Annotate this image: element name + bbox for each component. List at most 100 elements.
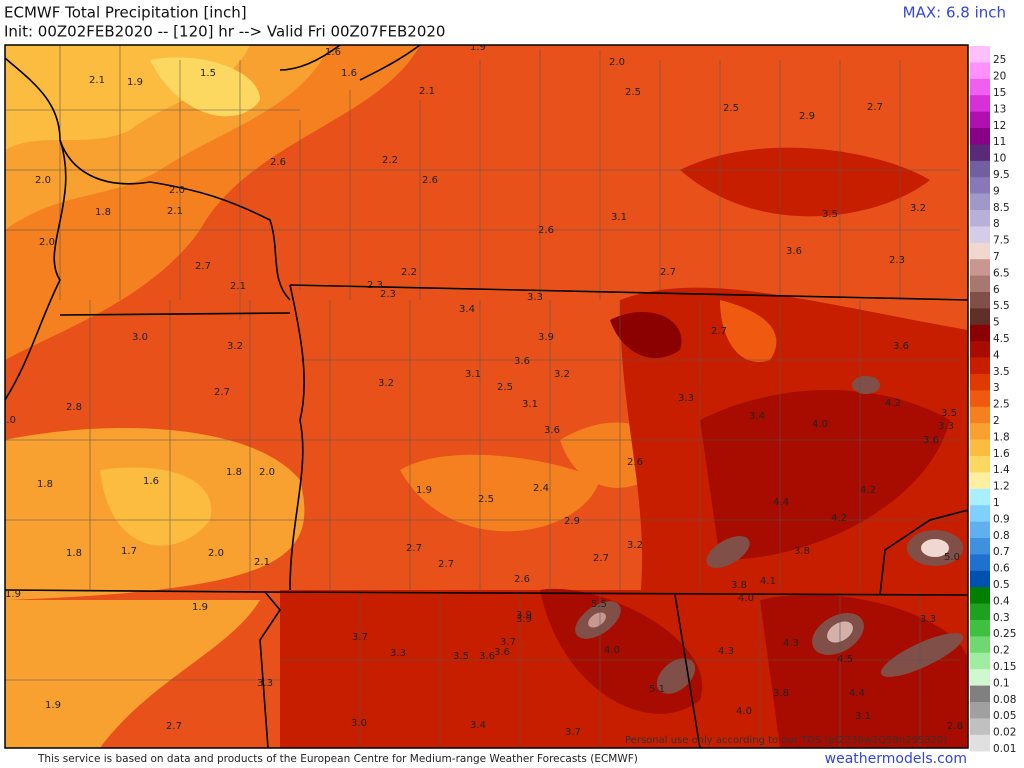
precip-label: 1.8 bbox=[37, 479, 53, 490]
precip-label: 2.2 bbox=[401, 267, 417, 278]
precip-label: 2.0 bbox=[35, 175, 51, 186]
precip-label: 1.6 bbox=[143, 476, 159, 487]
precip-label: 4.4 bbox=[773, 497, 789, 508]
precip-label: 2.5 bbox=[625, 87, 641, 98]
precip-label: 3.2 bbox=[554, 369, 570, 380]
colorbar-swatch bbox=[970, 95, 990, 112]
colorbar-label: 0.4 bbox=[993, 595, 1010, 607]
precip-label: 4.2 bbox=[831, 513, 847, 524]
colorbar-label: 0.9 bbox=[993, 513, 1010, 525]
colorbar-swatch bbox=[970, 570, 990, 588]
colorbar-swatch bbox=[970, 652, 990, 670]
precip-label: 4.0 bbox=[604, 645, 620, 656]
colorbar-swatch bbox=[970, 505, 990, 522]
precip-label: 2.8 bbox=[66, 402, 82, 413]
colorbar-label: 0.6 bbox=[993, 563, 1010, 575]
colorbar-label: 0.2 bbox=[993, 645, 1010, 657]
precip-label: 3.5 bbox=[822, 209, 838, 220]
colorbar-swatch bbox=[970, 62, 990, 80]
colorbar-label: 1.4 bbox=[993, 464, 1010, 476]
precip-label: 3.6 bbox=[786, 246, 802, 257]
precip-label: 2.7 bbox=[214, 387, 230, 398]
precip-label: 3.6 bbox=[893, 341, 909, 352]
site-link[interactable]: weathermodels.com bbox=[825, 751, 967, 767]
colorbar-swatch bbox=[970, 406, 990, 424]
colorbar-label: 0.15 bbox=[993, 661, 1016, 673]
colorbar-label: 0.8 bbox=[993, 530, 1010, 542]
precip-label: 1.8 bbox=[95, 207, 111, 218]
colorbar-label: 0.02 bbox=[993, 727, 1016, 739]
precip-label: 3.5 bbox=[941, 408, 957, 419]
precip-label: 5.5 bbox=[591, 599, 607, 610]
colorbar-swatch bbox=[970, 341, 990, 358]
precip-label: 2.3 bbox=[367, 280, 383, 291]
precip-label: 1.9 bbox=[5, 589, 21, 600]
precip-label: 3.9 bbox=[516, 614, 532, 625]
precip-label: 3.0 bbox=[351, 718, 367, 729]
precip-label: 4.2 bbox=[885, 398, 901, 409]
colorbar-swatch bbox=[970, 554, 990, 572]
colorbar-label: 0.08 bbox=[993, 694, 1016, 706]
precip-label: 3.3 bbox=[390, 648, 406, 659]
precip-label: 2.7 bbox=[593, 553, 609, 564]
colorbar-label: 0.05 bbox=[993, 710, 1016, 722]
precip-label: 3.2 bbox=[627, 540, 643, 551]
precip-label: 3.3 bbox=[257, 678, 273, 689]
precip-label: 1.5 bbox=[200, 68, 216, 79]
colorbar-swatch bbox=[970, 488, 990, 506]
precip-label: 2.6 bbox=[270, 157, 286, 168]
colorbar-label: 0.01 bbox=[993, 743, 1016, 755]
precip-label: 2.7 bbox=[711, 326, 727, 337]
colorbar-swatch bbox=[970, 718, 990, 736]
precip-label: 5.0 bbox=[944, 552, 960, 563]
colorbar-swatch bbox=[970, 259, 990, 276]
precip-label: 2.6 bbox=[422, 175, 438, 186]
colorbar-swatch bbox=[970, 144, 990, 162]
precip-label: 1.6 bbox=[325, 47, 341, 58]
precip-label: 3.6 bbox=[494, 647, 510, 658]
colorbar-swatch bbox=[970, 242, 990, 260]
colorbar-label: 4.5 bbox=[993, 333, 1010, 345]
precip-label: 2.1 bbox=[89, 75, 105, 86]
precip-label: 4.4 bbox=[849, 688, 865, 699]
precip-label: 2.0 bbox=[39, 237, 55, 248]
precip-label: 2.5 bbox=[497, 382, 513, 393]
colorbar-swatch bbox=[970, 521, 990, 539]
colorbar-label: 7.5 bbox=[993, 235, 1010, 247]
colorbar-label: 8.5 bbox=[993, 202, 1010, 214]
precip-label: 2.1 bbox=[254, 557, 270, 568]
precip-label: 2.7 bbox=[867, 102, 883, 113]
precip-label: 3.9 bbox=[538, 332, 554, 343]
precip-label: 2.0 bbox=[609, 57, 625, 68]
colorbar-label: 6.5 bbox=[993, 267, 1010, 279]
precip-label: 2.7 bbox=[660, 267, 676, 278]
colorbar-swatch bbox=[970, 160, 990, 178]
precip-label: 1.7 bbox=[121, 546, 137, 557]
precip-label: 2.8 bbox=[947, 721, 963, 732]
precip-label: 1.9 bbox=[45, 700, 61, 711]
precip-label: 4.3 bbox=[718, 646, 734, 657]
colorbar-label: 3 bbox=[993, 382, 1000, 394]
colorbar-label: 0.3 bbox=[993, 612, 1010, 624]
colorbar-label: 0.7 bbox=[993, 546, 1010, 558]
colorbar-label: 15 bbox=[993, 87, 1006, 99]
colorbar-swatch bbox=[970, 423, 990, 440]
colorbar-swatch bbox=[970, 734, 990, 752]
colorbar-label: 12 bbox=[993, 120, 1006, 132]
precip-label: 1.8 bbox=[226, 467, 242, 478]
title: ECMWF Total Precipitation [inch] bbox=[4, 4, 247, 22]
colorbar-label: 7 bbox=[993, 251, 1000, 263]
precip-label: 1.9 bbox=[127, 77, 143, 88]
precip-label: 2.9 bbox=[799, 111, 815, 122]
precip-label: 3.4 bbox=[749, 411, 765, 422]
precip-label: 2.4 bbox=[533, 483, 549, 494]
colorbar-swatch bbox=[970, 46, 990, 63]
colorbar-label: 1 bbox=[993, 497, 1000, 509]
precip-label: 3.6 bbox=[923, 435, 939, 446]
precip-label: 1.8 bbox=[66, 548, 82, 559]
colorbar-swatch bbox=[970, 439, 990, 457]
colorbar-label: 4 bbox=[993, 349, 1000, 361]
precip-label: 2.6 bbox=[514, 574, 530, 585]
precip-label: 2.7 bbox=[438, 559, 454, 570]
